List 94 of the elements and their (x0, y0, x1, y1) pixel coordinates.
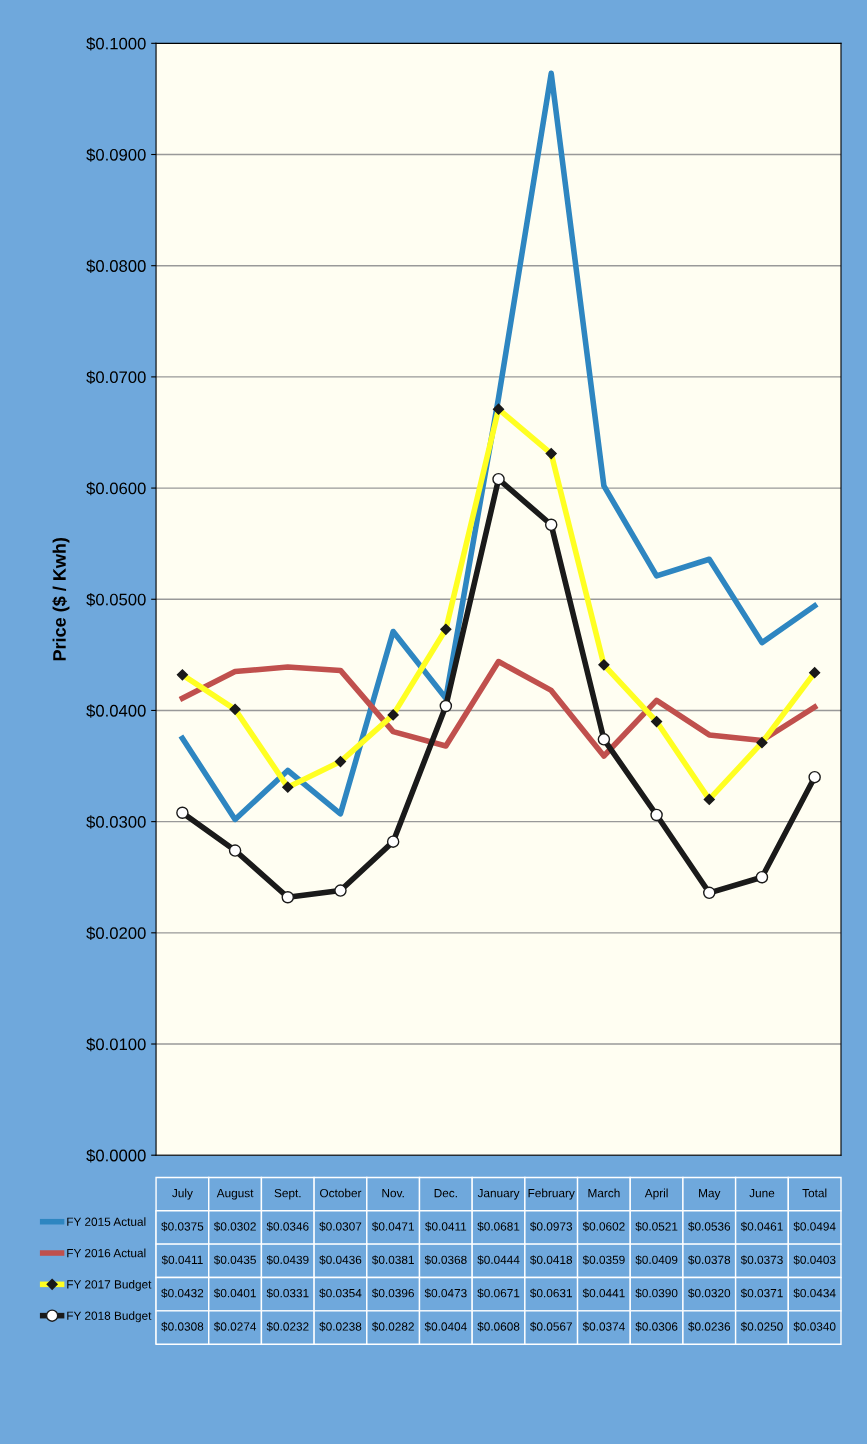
legend-label: FY 2018 Budget (67, 1311, 152, 1323)
data-label: $0.0436 (319, 1255, 362, 1265)
data-label: $0.0396 (371, 1288, 414, 1299)
data-label: $0.0373 (740, 1255, 783, 1265)
x-tick-label: July (172, 1188, 193, 1200)
x-tick-label: October (320, 1188, 362, 1198)
data-label: $0.0401 (213, 1288, 256, 1299)
data-label: $0.0238 (319, 1321, 362, 1332)
data-label: $0.0471 (371, 1221, 414, 1232)
y-tick-label: $0.0700 (86, 370, 146, 385)
y-tick-label: $0.0500 (86, 592, 146, 607)
data-label: $0.0307 (319, 1221, 362, 1232)
data-label: $0.0346 (266, 1221, 309, 1232)
data-label: $0.0381 (371, 1255, 414, 1265)
data-label: $0.0432 (161, 1288, 204, 1299)
data-label: $0.0435 (213, 1255, 256, 1265)
x-tick-label: August (216, 1189, 254, 1200)
data-label: $0.0306 (635, 1321, 678, 1332)
data-label: $0.0236 (688, 1321, 731, 1332)
data-label: $0.0282 (371, 1321, 414, 1332)
x-tick-label: April (644, 1188, 668, 1200)
point (703, 886, 716, 900)
x-tick-label: Sept. (274, 1188, 301, 1200)
data-label: $0.0378 (688, 1255, 731, 1265)
x-tick-label: May (699, 1189, 721, 1200)
data-label: $0.0411 (161, 1255, 203, 1265)
x-tick-label: January (477, 1189, 520, 1200)
legend-label: FY 2017 Budget (67, 1279, 152, 1291)
y-tick-label: $0.0000 (86, 1148, 146, 1163)
point (439, 699, 453, 713)
x-tick-label: Total (802, 1188, 827, 1198)
point (755, 870, 769, 884)
data-label: $0.0371 (740, 1288, 783, 1299)
data-label: $0.0671 (477, 1288, 520, 1299)
y-tick-label: $0.1000 (86, 37, 146, 51)
data-label: $0.0359 (582, 1255, 625, 1265)
legend-label: FY 2016 Actual (67, 1248, 146, 1258)
data-label: $0.0331 (266, 1288, 309, 1299)
data-label: $0.0473 (424, 1288, 467, 1299)
data-label: $0.0320 (688, 1288, 731, 1299)
data-label: $0.0439 (266, 1255, 309, 1265)
data-label: $0.0375 (161, 1221, 204, 1232)
x-tick-label: March (588, 1188, 620, 1198)
x-tick-label: Nov. (382, 1189, 404, 1198)
data-label: $0.0250 (740, 1321, 783, 1332)
y-tick-label: $0.0400 (86, 704, 146, 718)
y-axis-title: Price ($ / Kwh) (52, 537, 70, 661)
data-label: $0.0441 (582, 1288, 625, 1299)
point (544, 518, 558, 532)
data-label: $0.0274 (213, 1321, 257, 1332)
data-label: $0.0390 (635, 1288, 678, 1299)
data-label: $0.0409 (635, 1255, 678, 1265)
point (386, 835, 400, 848)
data-label: $0.0444 (477, 1255, 520, 1265)
point (334, 884, 347, 897)
legend-label: FY 2015 Actual (67, 1217, 146, 1226)
y-tick-label: $0.0800 (86, 259, 146, 273)
data-label: $0.0602 (582, 1221, 625, 1232)
point (281, 890, 295, 904)
data-label: $0.0404 (424, 1321, 467, 1332)
data-label: $0.0368 (424, 1255, 467, 1265)
point (176, 806, 189, 819)
data-label: $0.0461 (740, 1221, 783, 1232)
y-tick-label: $0.0600 (86, 481, 146, 496)
point (597, 733, 611, 746)
point (650, 808, 663, 822)
x-tick-label: June (749, 1189, 775, 1198)
data-label: $0.0608 (477, 1321, 520, 1332)
data-label: $0.0973 (530, 1221, 573, 1232)
y-tick-label: $0.0100 (86, 1037, 146, 1052)
data-label: $0.0403 (793, 1255, 836, 1265)
y-tick-label: $0.0200 (86, 926, 146, 941)
data-label: $0.0374 (582, 1321, 625, 1332)
data-label: $0.0308 (161, 1321, 204, 1332)
data-label: $0.0418 (530, 1255, 573, 1265)
x-tick-label: Dec. (434, 1189, 457, 1198)
data-label: $0.0681 (477, 1221, 520, 1232)
point (228, 844, 242, 857)
data-label: $0.0494 (793, 1221, 836, 1232)
data-label: $0.0302 (213, 1221, 256, 1232)
point (808, 770, 821, 784)
point (492, 472, 505, 486)
data-label: $0.0354 (319, 1288, 362, 1299)
data-label: $0.0536 (688, 1221, 731, 1232)
data-label: $0.0631 (530, 1288, 572, 1299)
y-tick-label: $0.0900 (86, 148, 146, 162)
data-label: $0.0434 (793, 1288, 836, 1299)
data-label: $0.0340 (793, 1321, 836, 1332)
data-label: $0.0567 (530, 1321, 572, 1332)
data-label: $0.0411 (425, 1221, 467, 1232)
y-tick-label: $0.0300 (86, 815, 146, 829)
x-tick-label: February (528, 1188, 575, 1200)
data-label: $0.0232 (266, 1321, 309, 1332)
data-label: $0.0521 (635, 1221, 678, 1232)
